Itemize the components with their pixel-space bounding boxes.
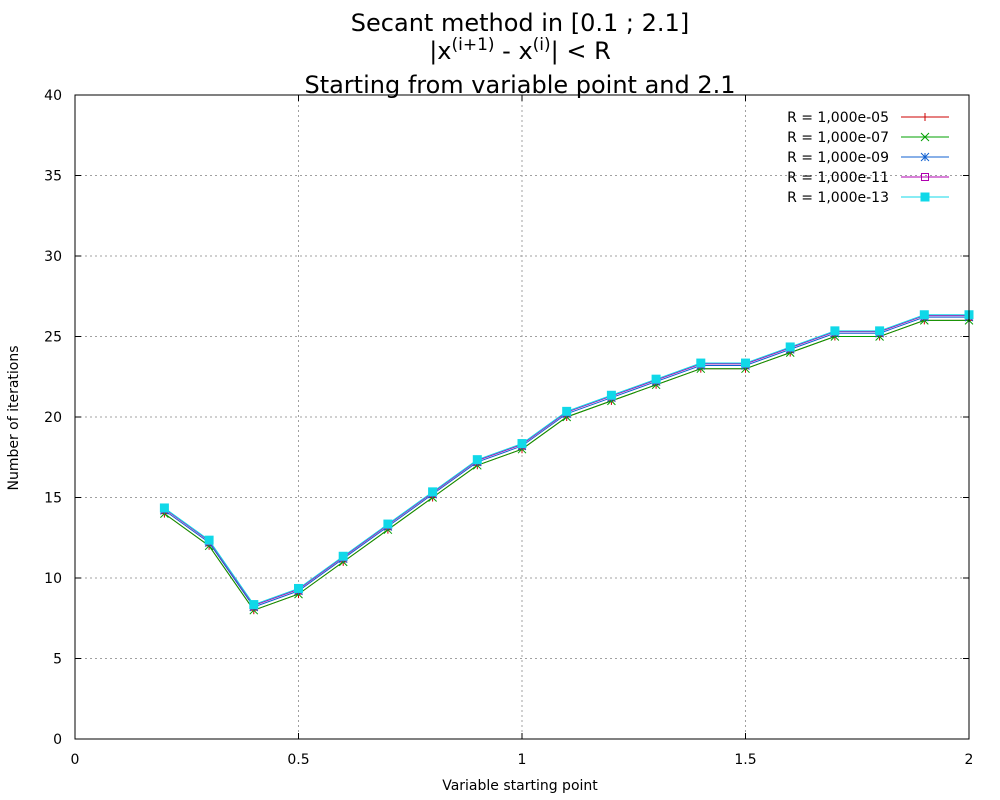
chart-title-line2-mid: - x <box>495 37 533 65</box>
legend-label: R = 1,000e-05 <box>787 110 889 126</box>
series-5 <box>159 310 974 610</box>
legend-label: R = 1,000e-09 <box>787 150 889 166</box>
series-layer <box>159 310 974 615</box>
legend-label: R = 1,000e-13 <box>787 190 889 206</box>
data-point <box>785 342 795 352</box>
data-point <box>204 535 214 545</box>
plot-frame <box>74 94 970 740</box>
y-tick-label: 25 <box>44 330 62 346</box>
data-point <box>921 113 929 121</box>
data-point <box>428 487 438 497</box>
data-point <box>651 374 661 384</box>
y-tick-label: 0 <box>53 732 62 748</box>
x-tick-label: 0.5 <box>287 752 309 768</box>
data-point <box>606 390 616 400</box>
y-tick-label: 15 <box>44 491 62 507</box>
series-4 <box>160 311 973 610</box>
data-point <box>159 503 169 513</box>
x-axis-label: Variable starting point <box>442 778 598 794</box>
legend-label: R = 1,000e-07 <box>787 130 889 146</box>
legend-label: R = 1,000e-11 <box>787 170 889 186</box>
series-line <box>164 314 969 606</box>
data-point <box>875 326 885 336</box>
y-tick-label: 20 <box>44 410 62 426</box>
series-line <box>164 319 969 611</box>
data-point <box>921 173 929 181</box>
data-point <box>249 600 259 610</box>
y-axis-label: Number of iterations <box>6 345 22 490</box>
chart-title-line2: |x(i+1) - x(i)| < R <box>429 35 611 65</box>
series-2 <box>160 316 974 615</box>
legend: R = 1,000e-05 R = 1,000e-07 R = 1,000e-09 R… <box>787 110 949 206</box>
chart-title-line3: Starting from variable point and 2.1 <box>304 71 735 99</box>
x-tick-label: 1.5 <box>734 752 756 768</box>
x-tick-label: 2 <box>965 752 974 768</box>
data-point <box>696 358 706 368</box>
data-point <box>562 406 572 416</box>
y-tick-label: 30 <box>44 249 62 265</box>
chart-title-line2-suffix: | < R <box>551 37 611 65</box>
data-point <box>294 583 303 593</box>
data-point <box>741 358 750 368</box>
y-tick-label: 40 <box>44 88 62 104</box>
series-3 <box>160 312 974 612</box>
data-point <box>919 310 929 320</box>
series-line <box>164 316 969 608</box>
data-point <box>830 326 840 336</box>
series-line <box>164 319 969 611</box>
tick-layer: 0 5 10 15 20 25 30 35 40 0 0.5 1 1.5 2 <box>44 88 973 768</box>
data-point <box>338 551 348 561</box>
chart-title-line1: Secant method in [0.1 ; 2.1] <box>351 9 689 37</box>
data-point <box>920 132 930 142</box>
x-tick-label: 0 <box>71 752 80 768</box>
y-tick-label: 10 <box>44 571 62 587</box>
y-tick-label: 35 <box>44 169 62 185</box>
chart-title-line2-sup2: (i) <box>533 35 551 55</box>
chart-title-line2-sup1: (i+1) <box>451 35 494 55</box>
data-point <box>920 192 930 202</box>
data-point <box>920 152 930 162</box>
data-point <box>517 439 527 449</box>
data-point <box>472 455 482 465</box>
x-tick-label: 1 <box>518 752 527 768</box>
chart-title-line2-prefix: |x <box>429 37 451 65</box>
y-tick-label: 5 <box>53 652 62 668</box>
series-line <box>164 315 969 606</box>
series-1 <box>160 316 973 615</box>
data-point <box>383 519 393 529</box>
